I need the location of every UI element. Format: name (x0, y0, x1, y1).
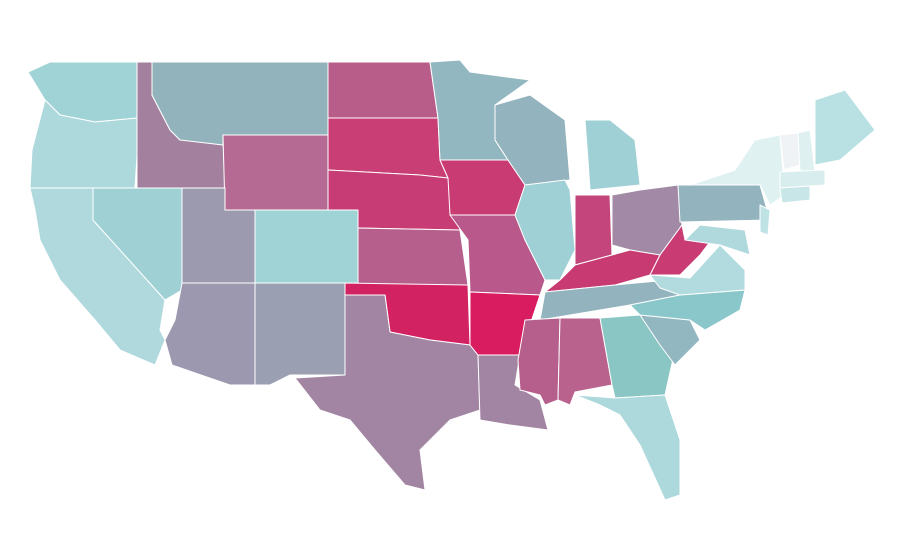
state (222, 134, 329, 211)
state (814, 89, 876, 166)
state (327, 61, 439, 119)
state (254, 209, 359, 284)
state (797, 129, 816, 173)
state (759, 204, 771, 236)
state (327, 117, 449, 179)
state (151, 61, 329, 146)
state (649, 244, 746, 296)
state (779, 132, 801, 171)
state (779, 169, 826, 189)
state (164, 282, 256, 386)
state (574, 194, 613, 266)
state (649, 224, 716, 276)
state (779, 185, 811, 204)
state (439, 159, 526, 216)
state (294, 294, 481, 491)
state (584, 119, 641, 191)
state (689, 134, 786, 206)
state (677, 184, 771, 223)
state (684, 224, 751, 256)
state (357, 227, 469, 286)
state (254, 282, 346, 386)
state (574, 394, 681, 501)
